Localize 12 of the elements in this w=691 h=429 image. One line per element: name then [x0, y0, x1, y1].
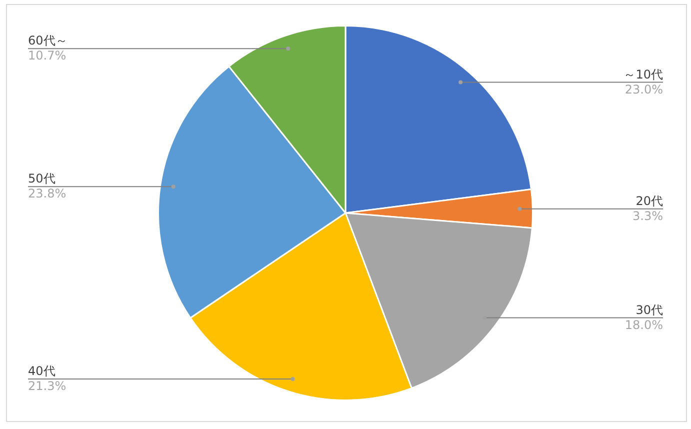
slice-label: ～10代 — [624, 67, 663, 82]
data-label: 21.3% — [28, 379, 66, 394]
slice-label: 50代 — [28, 172, 56, 186]
data-label: 23.8% — [28, 186, 66, 201]
data-label: 10.7% — [28, 48, 66, 63]
data-label: 3.3% — [632, 209, 663, 224]
slice-label: 40代 — [28, 364, 56, 378]
data-label: 23.0% — [624, 82, 663, 96]
slice-label: 60代～ — [28, 34, 68, 48]
data-label: 18.0% — [624, 318, 663, 332]
slice-label: 20代 — [636, 194, 663, 208]
slice-label: 30代 — [636, 302, 663, 317]
